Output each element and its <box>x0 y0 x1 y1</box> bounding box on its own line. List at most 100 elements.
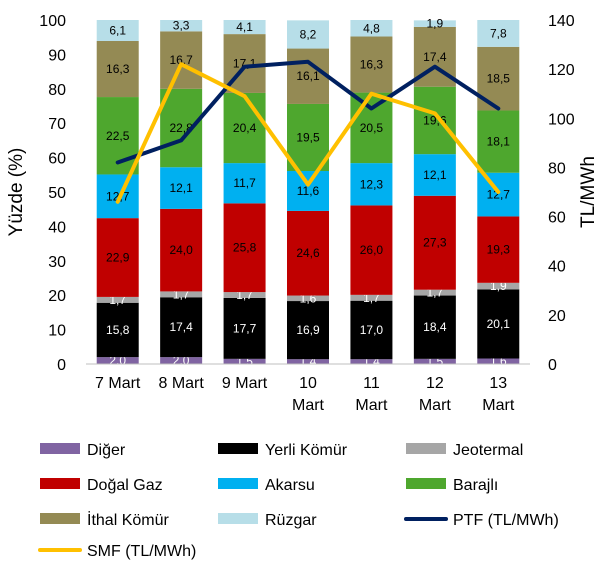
bar-label-3-2: 25,8 <box>233 241 257 255</box>
y2-tick-label-6: 120 <box>548 62 575 79</box>
legend-label-1: Yerli Kömür <box>265 442 348 459</box>
legend-swatch-0 <box>40 443 80 454</box>
bar-1-2 <box>223 297 266 359</box>
bar-label-4-2: 11,7 <box>233 176 256 190</box>
bar-7-3 <box>287 20 329 49</box>
bar-5-6 <box>477 110 520 173</box>
bar-label-7-0: 6,1 <box>109 23 126 37</box>
bar-label-7-3: 8,2 <box>300 27 317 41</box>
bar-label-4-3: 11,6 <box>297 184 320 198</box>
x-tick-label-3-1: Mart <box>292 397 325 414</box>
x-tick-label-0-0: 7 Mart <box>95 375 141 392</box>
y-tick-label-7: 70 <box>48 116 66 133</box>
bar-1-0 <box>96 302 139 358</box>
bar-label-5-3: 19,5 <box>296 130 320 144</box>
bar-2-6 <box>477 282 520 290</box>
bar-label-5-4: 20,5 <box>360 121 384 135</box>
y2-tick-label-2: 40 <box>548 259 566 276</box>
bar-3-0 <box>96 218 139 297</box>
x-tick-label-1-0: 8 Mart <box>158 375 204 392</box>
bar-label-5-2: 20,4 <box>233 121 257 135</box>
bar-label-4-1: 12,1 <box>169 181 193 195</box>
legend-label-0: Diğer <box>87 442 126 459</box>
x-tick-label-5-1: Mart <box>419 397 452 414</box>
bar-label-4-5: 12,1 <box>423 168 447 182</box>
bar-0-1 <box>160 357 203 364</box>
bar-0-5 <box>413 358 456 364</box>
bar-label-3-5: 27,3 <box>423 236 447 250</box>
legend-swatch-5 <box>406 478 446 489</box>
bar-label-1-1: 17,4 <box>169 320 193 334</box>
bar-label-3-0: 22,9 <box>106 251 130 265</box>
bar-6-0 <box>96 40 139 98</box>
bar-5-5 <box>413 86 456 155</box>
y-tick-label-9: 90 <box>48 47 66 64</box>
bar-label-1-2: 17,7 <box>233 321 257 335</box>
legend-label-9: SMF (TL/MWh) <box>87 543 196 560</box>
x-tick-label-2-0: 9 Mart <box>222 375 268 392</box>
bar-1-3 <box>287 301 329 360</box>
bar-5-2 <box>223 92 266 164</box>
x-tick-label-6-1: Mart <box>482 397 515 414</box>
bar-label-6-5: 17,4 <box>423 50 447 64</box>
bar-7-0 <box>96 20 139 41</box>
bar-3-4 <box>350 205 393 295</box>
bar-label-7-4: 4,8 <box>363 21 380 35</box>
y-tick-label-8: 80 <box>48 82 66 99</box>
bar-label-3-3: 24,6 <box>296 246 320 260</box>
bar-0-0 <box>96 357 139 364</box>
y2-tick-label-0: 0 <box>548 357 557 374</box>
line-0 <box>115 59 501 165</box>
bar-3-2 <box>223 203 266 293</box>
bar-2-3 <box>287 295 329 302</box>
bar-1-6 <box>477 289 520 359</box>
y-tick-label-10: 100 <box>39 13 66 30</box>
bar-4-3 <box>287 171 329 211</box>
legend-swatch-7 <box>218 513 258 524</box>
bar-label-7-2: 4,1 <box>236 20 253 34</box>
y2-tick-label-4: 80 <box>548 160 566 177</box>
bar-label-5-6: 18,1 <box>487 135 511 149</box>
bar-2-1 <box>160 291 203 298</box>
bar-label-3-4: 26,0 <box>360 243 384 257</box>
bar-label-3-6: 19,3 <box>487 243 511 257</box>
bar-5-4 <box>350 92 393 164</box>
bar-label-7-1: 3,3 <box>173 19 190 33</box>
bar-4-1 <box>160 167 203 209</box>
bar-7-4 <box>350 20 393 37</box>
bar-1-4 <box>350 300 393 360</box>
y2-tick-label-7: 140 <box>548 13 575 30</box>
legend-label-2: Jeotermal <box>453 442 523 459</box>
y-tick-label-1: 10 <box>48 323 66 340</box>
bar-3-1 <box>160 208 203 292</box>
bar-3-5 <box>413 195 456 290</box>
legend-label-8: PTF (TL/MWh) <box>453 512 559 529</box>
bar-4-0 <box>96 174 139 219</box>
bar-4-6 <box>477 172 520 217</box>
x-tick-label-4-0: 11 <box>363 375 380 392</box>
legend-label-3: Doğal Gaz <box>87 477 163 494</box>
bar-label-6-6: 18,5 <box>487 72 511 86</box>
legend-swatch-1 <box>218 443 258 454</box>
bar-4-5 <box>413 154 456 196</box>
legend-label-4: Akarsu <box>265 477 315 494</box>
x-tick-label-6-0: 13 <box>489 375 507 392</box>
legend-swatch-3 <box>40 478 80 489</box>
bar-6-1 <box>160 31 203 89</box>
bar-label-7-5: 1,9 <box>427 17 444 31</box>
y2-tick-label-3: 60 <box>548 210 566 227</box>
legend-swatch-6 <box>40 513 80 524</box>
bar-0-2 <box>223 358 266 364</box>
bar-label-6-0: 16,3 <box>106 62 130 76</box>
bar-0-6 <box>477 358 520 364</box>
bar-3-6 <box>477 216 520 283</box>
bar-label-1-4: 17,0 <box>360 323 384 337</box>
bar-2-2 <box>223 292 266 298</box>
bar-label-7-6: 7,8 <box>490 26 507 40</box>
bar-2-0 <box>96 296 139 303</box>
bar-4-4 <box>350 163 393 206</box>
bar-label-6-4: 16,3 <box>360 58 384 72</box>
bar-label-1-3: 16,9 <box>296 323 320 337</box>
